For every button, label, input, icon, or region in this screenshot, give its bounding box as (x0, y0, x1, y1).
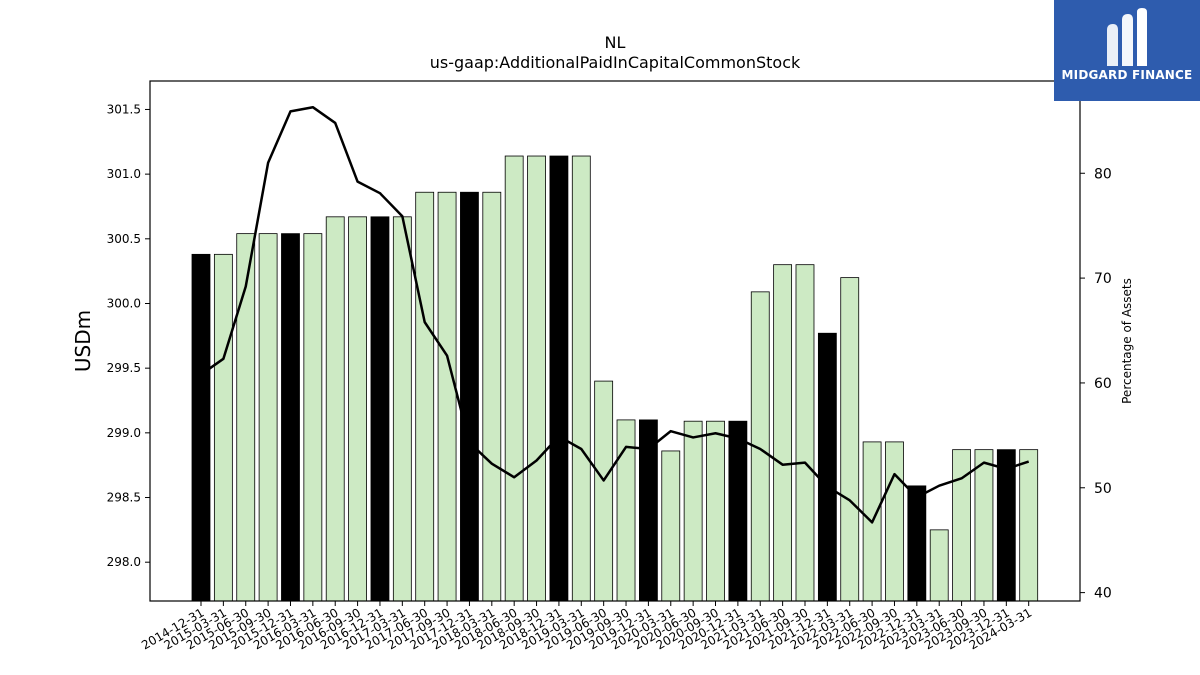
right-axis: 40 50 60 70 80 (1080, 166, 1112, 602)
bar-2023-03-31 (929, 529, 949, 602)
bar-2014-12-31 (191, 253, 211, 602)
y-tick-label: 300.5 (107, 232, 141, 246)
chart-title: NL (605, 33, 626, 52)
bar-2023-12-31 (996, 449, 1016, 602)
y-axis-label: USDm (71, 310, 95, 372)
bar-2015-09-30 (258, 233, 278, 602)
bar-2017-03-31 (392, 216, 412, 602)
y2-tick-label: 80 (1094, 166, 1112, 182)
y2-tick-label: 40 (1094, 586, 1112, 602)
bar-2019-06-30 (594, 380, 614, 602)
bar-2018-09-30 (527, 155, 546, 602)
bar-2018-03-31 (482, 191, 502, 602)
bar-2015-12-31 (281, 233, 300, 602)
bar-2016-09-30 (348, 216, 367, 602)
bar-2016-12-31 (370, 216, 390, 602)
y-tick-label: 298.0 (107, 555, 141, 569)
y2-axis-label: Percentage of Assets (1120, 278, 1134, 404)
y-tick-label: 301.0 (107, 167, 141, 181)
bar-2019-12-31 (639, 419, 658, 602)
bar-2016-06-30 (325, 216, 345, 602)
bar-series (191, 155, 1039, 602)
y2-tick-label: 60 (1094, 376, 1112, 392)
bar-2020-09-30 (706, 420, 725, 602)
bar-2018-12-31 (549, 155, 569, 602)
y-tick-label: 300.0 (107, 296, 141, 310)
bar-2023-06-30 (952, 449, 971, 602)
bar-2016-03-31 (303, 233, 323, 602)
bar-2017-06-30 (415, 191, 435, 602)
bar-2021-09-30 (795, 264, 815, 602)
bar-2021-12-31 (817, 332, 837, 602)
bar-2024-03-31 (1019, 449, 1039, 602)
left-axis: 298.0 298.5 299.0 299.5 300.0 300.5 301.0 301.5 (107, 102, 150, 569)
y2-tick-label: 50 (1094, 481, 1112, 497)
bar-2017-09-30 (437, 191, 457, 602)
bar-2023-09-30 (974, 449, 994, 602)
bar-2020-06-30 (683, 420, 703, 602)
plot-frame (149, 80, 1081, 602)
bar-2020-12-31 (728, 420, 748, 602)
percentage-line (200, 105, 1030, 524)
bar-2015-03-31 (213, 253, 233, 602)
bar-2017-12-31 (460, 191, 479, 602)
y2-tick-label: 70 (1094, 271, 1112, 287)
bar-2018-06-30 (504, 155, 524, 602)
y-tick-label: 299.0 (107, 426, 141, 440)
chart-subtitle: us-gaap:AdditionalPaidInCapitalCommonSto… (430, 53, 801, 72)
bar-2019-03-31 (571, 155, 591, 602)
bar-2021-06-30 (773, 264, 793, 602)
bar-2020-03-31 (661, 450, 681, 602)
bar-2022-12-31 (907, 485, 927, 602)
bar-2022-09-30 (885, 441, 904, 602)
bar-2022-03-31 (840, 277, 860, 602)
x-axis: 2014-12-312015-03-312015-06-302015-09-30… (139, 601, 1034, 652)
y-tick-label: 298.5 (107, 491, 141, 505)
y-tick-label: 299.5 (107, 361, 141, 375)
brand-logo: MIDGARD FINANCE (1054, 0, 1200, 101)
brand-name: MIDGARD FINANCE (1061, 68, 1193, 82)
y-tick-label: 301.5 (107, 102, 141, 116)
midgard-logo-icon (1107, 8, 1147, 66)
